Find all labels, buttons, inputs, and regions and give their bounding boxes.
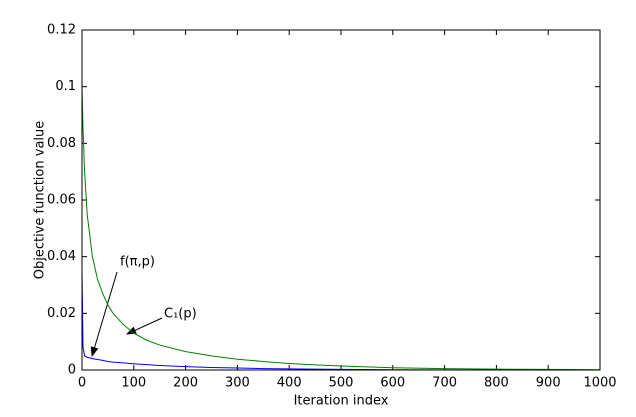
x-tick-label: 600 [380, 376, 405, 391]
x-tick-label: 1000 [583, 376, 616, 391]
x-tick-label: 400 [277, 376, 302, 391]
x-tick-label: 800 [484, 376, 509, 391]
y-axis-label: Objective function value [33, 121, 48, 280]
x-axis-label: Iteration index [294, 394, 389, 409]
y-tick-label: 0.12 [47, 23, 76, 38]
x-tick-label: 900 [536, 376, 561, 391]
y-tick-label: 0.04 [47, 249, 76, 264]
x-tick-label: 300 [225, 376, 250, 391]
annotation-arrow [90, 271, 118, 357]
annotation: C₁(p) [164, 307, 197, 322]
line [81, 86, 601, 371]
axes-box [81, 29, 601, 371]
x-tick-label: 100 [121, 376, 146, 391]
y-tick-label: 0 [68, 363, 76, 378]
x-tick-label: 200 [173, 376, 198, 391]
plot-area [82, 30, 600, 370]
y-tick-label: 0.1 [55, 79, 76, 94]
annotation: f(π,p) [120, 255, 155, 270]
y-tick-label: 0.02 [47, 306, 76, 321]
x-tick-label: 700 [432, 376, 457, 391]
x-tick-label: 500 [329, 376, 354, 391]
x-tick-label: 0 [78, 376, 86, 391]
y-tick-label: 0.08 [47, 136, 76, 151]
y-tick-label: 0.06 [47, 193, 76, 208]
annotation-arrow [126, 317, 163, 335]
